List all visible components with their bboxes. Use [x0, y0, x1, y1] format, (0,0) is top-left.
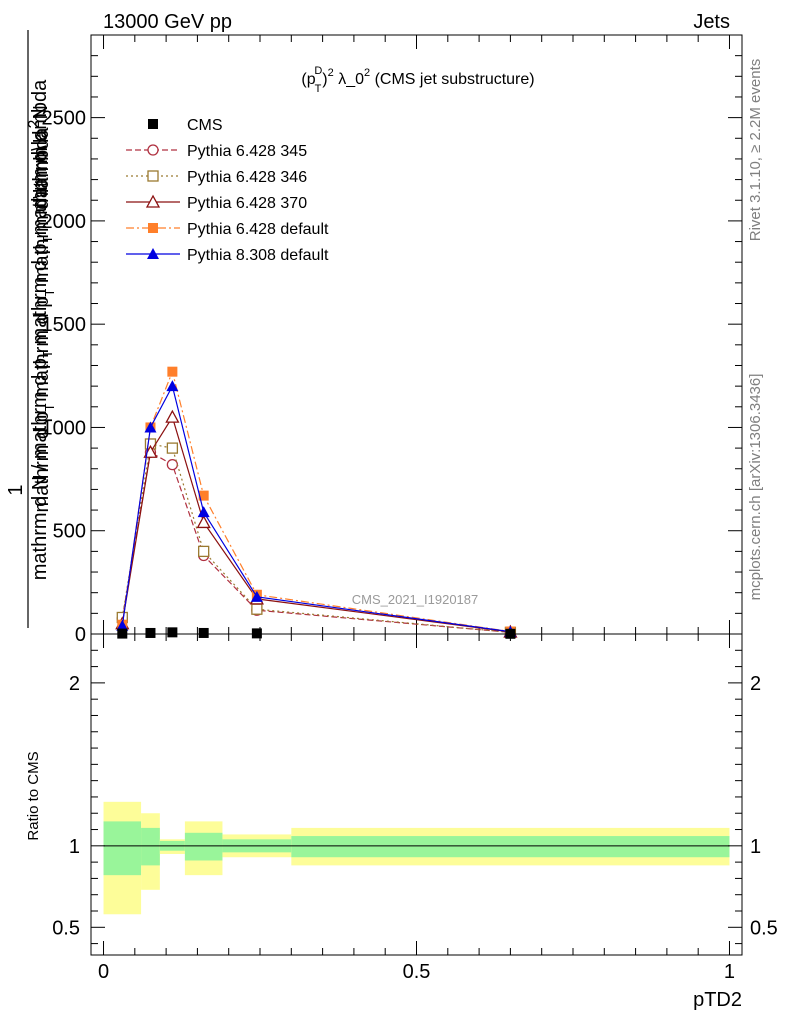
data-point-cms [198, 627, 209, 638]
data-point-pythia-6-428-default [198, 490, 209, 501]
legend-marker-pythia-6-428-370 [145, 194, 161, 208]
data-point-pythia-6-428-346 [166, 442, 179, 454]
legend-marker-pythia-6-428-345 [147, 144, 159, 156]
ratio-ytick-label: 2 [69, 673, 80, 695]
legend-marker-pythia-6-428-default [148, 223, 158, 233]
legend-entry-pythia-6-428-370: Pythia 6.428 370 [126, 194, 307, 212]
legend-marker-pythia-6-428-346 [147, 170, 159, 182]
legend-label-pythia-6-428-345: Pythia 6.428 345 [187, 143, 307, 160]
data-point-pythia-6-428-370 [196, 515, 211, 529]
ratio-ytick-label: 0.5 [52, 917, 80, 939]
legend-label-cms: CMS [187, 117, 223, 134]
legend-label-pythia-8-308-default: Pythia 8.308 default [187, 247, 329, 264]
ratio-band-inner [103, 821, 142, 876]
analysis-watermark: CMS_2021_I1920187 [352, 592, 479, 607]
legend-label-pythia-6-428-370: Pythia 6.428 370 [187, 195, 307, 212]
ratio-ytick-label-right: 2 [750, 673, 761, 695]
series-line-pythia-6-428-346 [121, 443, 511, 633]
header-energy-label: 13000 GeV pp [103, 11, 232, 33]
legend-entry-pythia-6-428-default: Pythia 6.428 default [126, 221, 329, 238]
ratio-band-inner [291, 836, 730, 858]
ratio-xtick-label: 0 [98, 961, 109, 983]
legend: CMS Pythia 6.428 345 Pythia 6.428 346 Pythi… [126, 117, 329, 264]
series-cms [117, 627, 516, 639]
legend-marker-cms [148, 119, 158, 129]
ratio-ytick-label: 1 [69, 836, 80, 858]
ratio-xtick-label: 0.5 [403, 961, 431, 983]
main-ylabel: 1 mathrm d2N mathrm d pT mathrm d pT mat… [5, 30, 57, 628]
data-point-pythia-8-308-default [197, 506, 210, 518]
data-point-pythia-8-308-default [250, 590, 263, 602]
legend-entry-cms: CMS [148, 117, 223, 134]
legend-entry-pythia-6-428-345: Pythia 6.428 345 [126, 143, 307, 160]
series-pythia-6-428-346 [116, 438, 517, 638]
ratio-bands-group [103, 801, 730, 915]
legend-entry-pythia-8-308-default: Pythia 8.308 default [126, 247, 329, 264]
main-ytick-label: 500 [53, 521, 86, 543]
legend-entry-pythia-6-428-346: Pythia 6.428 346 [126, 169, 307, 186]
rivet-version-label: Rivet 3.1.10, ≥ 2.2M events [747, 59, 764, 242]
ratio-ytick-label-right: 1 [750, 836, 761, 858]
mcplots-label: mcplots.cern.ch [arXiv:1306.3436] [747, 374, 764, 601]
ratio-ytick-label-right: 0.5 [750, 917, 778, 939]
main-ytick-label: 2000 [42, 211, 87, 233]
data-point-cms [251, 628, 262, 639]
series-line-pythia-8-308-default [121, 384, 511, 633]
ylabel-numerator-one: 1 [5, 484, 27, 495]
main-axis-ticks: 0 500 1000 1500 2000 2500 [42, 34, 742, 646]
x-axis-label: pTD2 [693, 989, 742, 1011]
series-line-pythia-6-428-370 [121, 415, 511, 633]
data-point-pythia-6-428-346 [198, 545, 210, 558]
data-point-cms [167, 627, 178, 638]
main-ytick-label: 2500 [42, 108, 87, 130]
main-ytick-label: 0 [75, 624, 86, 646]
header-jets-label: Jets [693, 11, 730, 33]
chart-title: (pTD)2 λ_02 (CMS jet substructure) [301, 65, 534, 95]
data-point-pythia-6-428-default [167, 366, 178, 377]
ylabel-numerator-text: mathrm d2N [26, 105, 52, 215]
main-ytick-label: 1500 [42, 314, 87, 336]
ratio-axis-ticks: 0.5 0.5 1 1 2 2 0 0.5 1 [52, 634, 778, 983]
data-point-pythia-8-308-default [166, 380, 179, 392]
ratio-band-inner [184, 832, 223, 861]
ylabel-denominator-top: mathrm d pT mathrm d pT mathrm d\lambda [31, 127, 57, 513]
data-point-pythia-6-428-346 [251, 603, 263, 615]
ratio-ylabel: Ratio to CMS [25, 751, 42, 840]
series-pythia-6-428-345 [116, 446, 517, 638]
ylabel-denominator-bottom: mathrm d N / mathrm d pT mathrm d pTmath… [29, 79, 55, 580]
legend-label-pythia-6-428-default: Pythia 6.428 default [187, 221, 329, 238]
legend-label-pythia-6-428-346: Pythia 6.428 346 [187, 169, 307, 186]
data-point-cms [145, 627, 156, 638]
main-series-group [115, 366, 518, 639]
data-point-pythia-8-308-default [116, 619, 129, 631]
ratio-plot-frame [90, 633, 743, 956]
ratio-xtick-label: 1 [724, 961, 735, 983]
main-ytick-label: 1000 [42, 417, 87, 439]
data-point-pythia-8-308-default [144, 421, 157, 433]
legend-marker-pythia-8-308-default [147, 248, 159, 259]
ratio-band-inner [141, 827, 160, 866]
data-point-pythia-6-428-370 [165, 409, 180, 423]
